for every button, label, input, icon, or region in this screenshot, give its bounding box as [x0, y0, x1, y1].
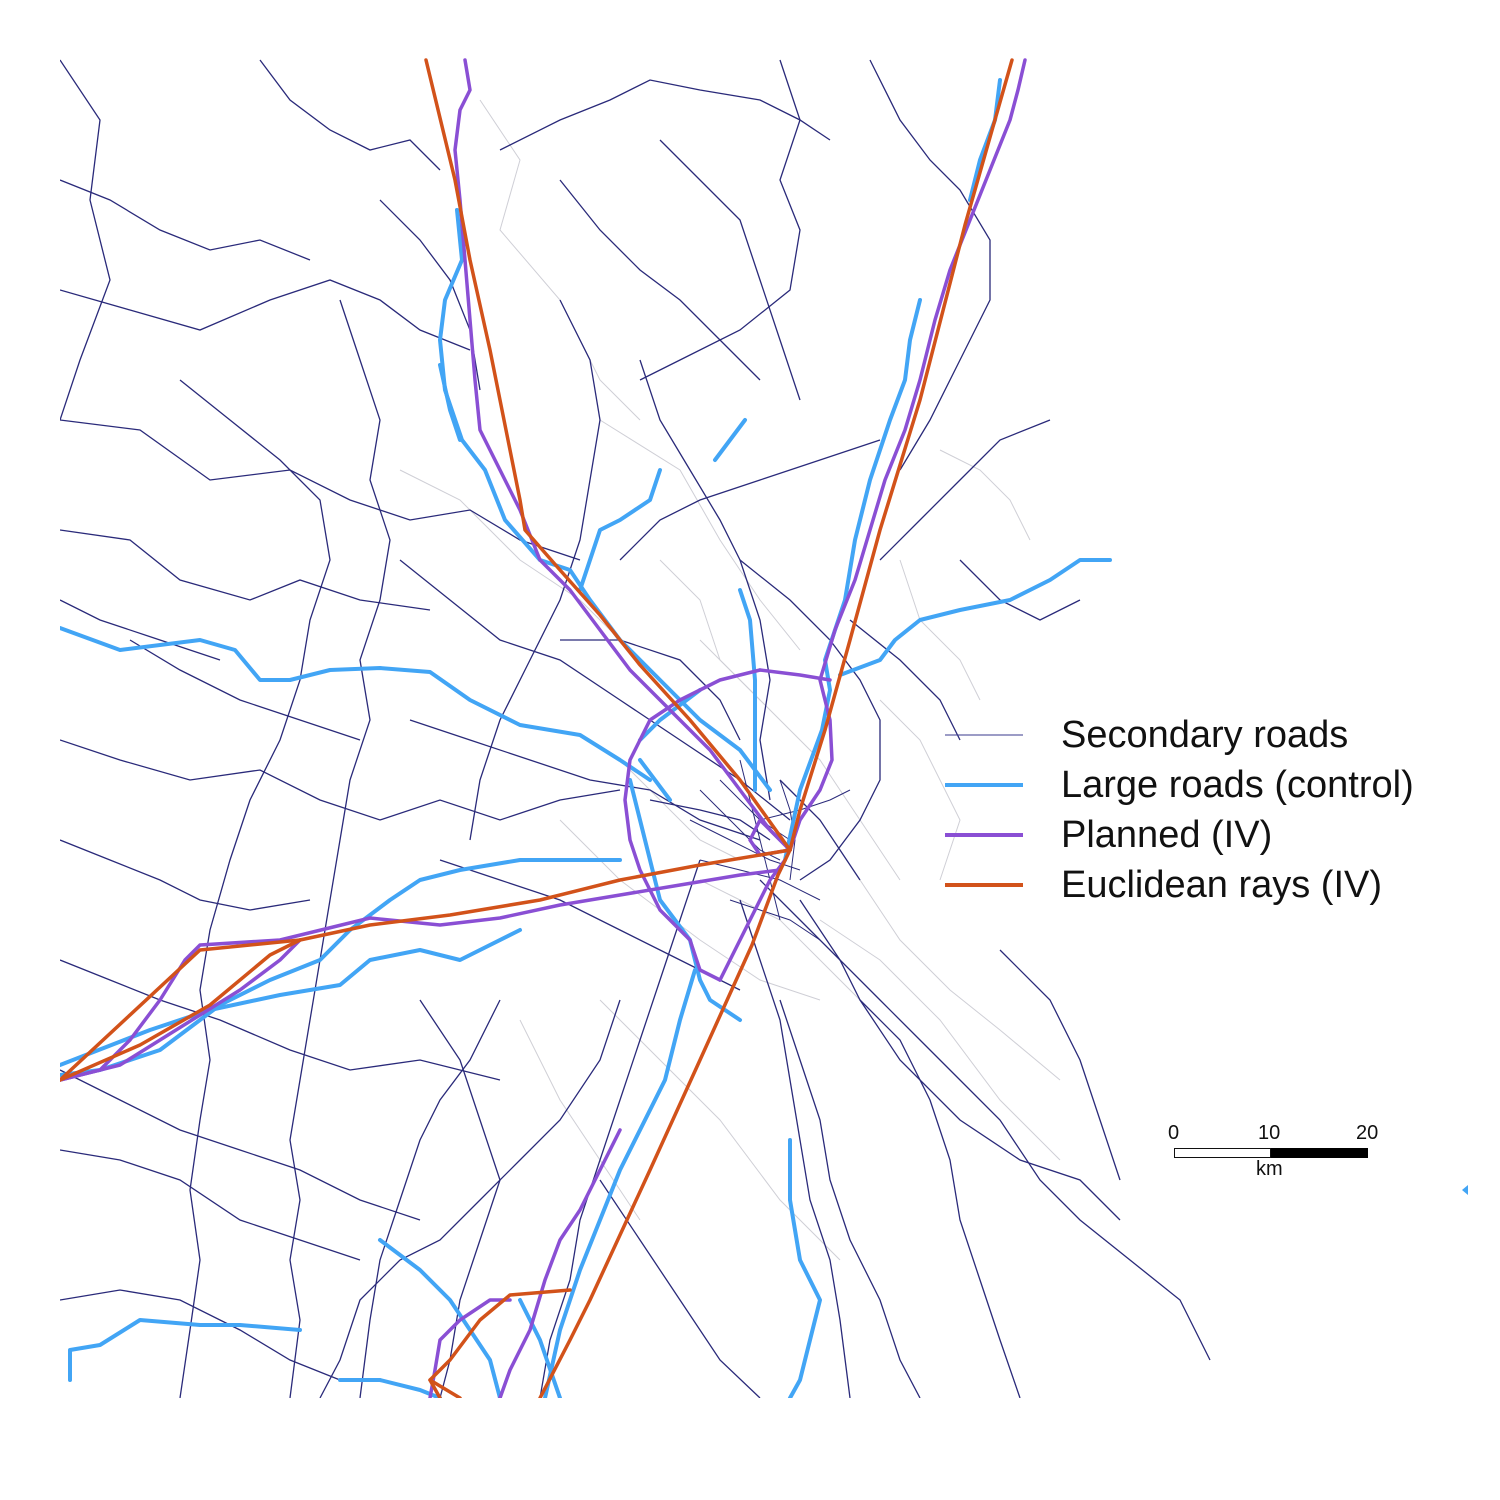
legend-label-secondary-roads: Secondary roads	[1061, 713, 1349, 756]
secondary-roads-layer	[60, 59, 1211, 1398]
legend-item-secondary-roads: Secondary roads	[945, 710, 1465, 760]
secondary-roads-swatch	[945, 734, 1023, 736]
scale-unit: km	[1256, 1158, 1283, 1180]
large-roads-swatch	[945, 783, 1023, 787]
legend-label-euclidean-rays: Euclidean rays (IV)	[1061, 863, 1383, 906]
legend-item-planned: Planned (IV)	[945, 810, 1465, 860]
planned-routes-layer	[60, 58, 1027, 1398]
legend-label-large-roads: Large roads (control)	[1061, 763, 1414, 806]
scale-bar: 0 10 20 km	[1160, 1122, 1380, 1182]
legend-item-euclidean-rays: Euclidean rays (IV)	[945, 860, 1465, 910]
euclidean-rays-swatch	[945, 883, 1023, 887]
scale-segment-black	[1271, 1148, 1368, 1158]
edge-marker-icon	[1462, 1185, 1468, 1195]
scale-tick-10: 10	[1258, 1122, 1281, 1144]
map-legend: Secondary roads Large roads (control) Pl…	[945, 710, 1465, 910]
large-roads-layer	[60, 78, 1112, 1398]
scale-tick-0: 0	[1168, 1122, 1180, 1144]
scale-tick-20: 20	[1356, 1122, 1379, 1144]
planned-swatch	[945, 833, 1023, 837]
euclidean-rays-layer	[60, 58, 1014, 1398]
scale-segment-white	[1174, 1148, 1271, 1158]
legend-item-large-roads: Large roads (control)	[945, 760, 1465, 810]
legend-label-planned: Planned (IV)	[1061, 813, 1273, 856]
local-roads-layer	[399, 99, 1061, 1261]
